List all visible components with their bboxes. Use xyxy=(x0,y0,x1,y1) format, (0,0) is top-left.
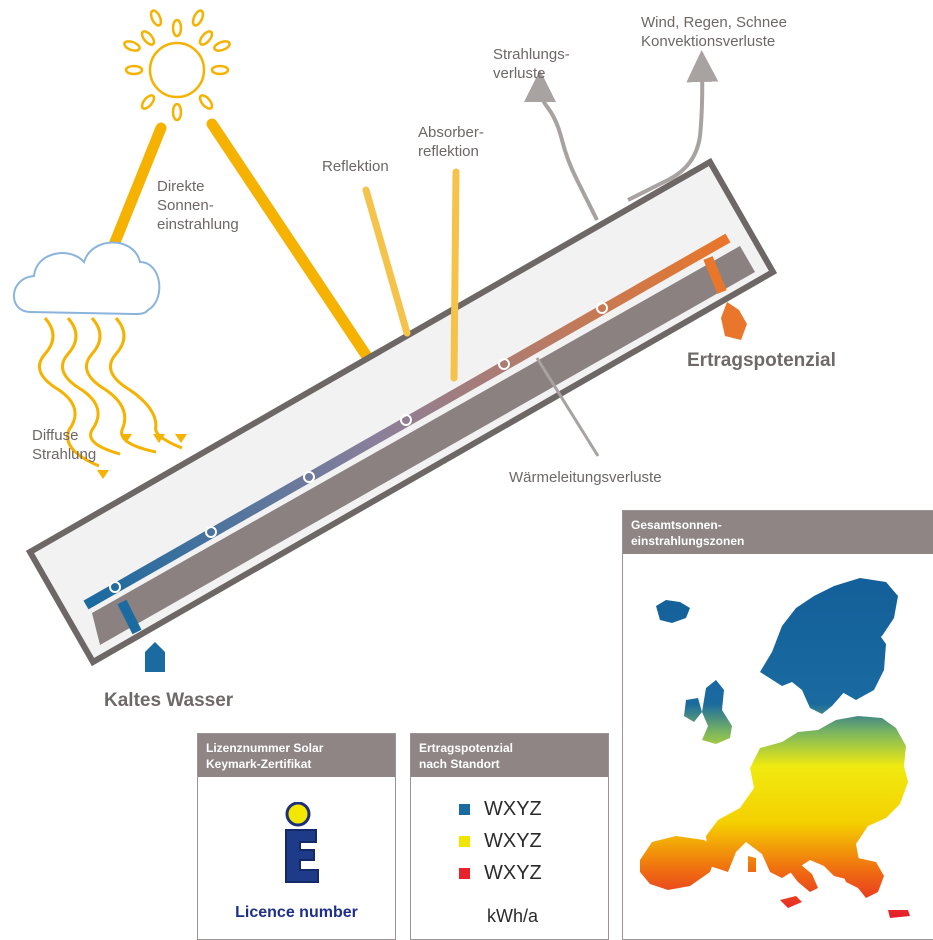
label-diffuse-radiation: Diffuse Strahlung xyxy=(32,427,97,463)
hot-water-arrow xyxy=(721,302,747,340)
label-cold-water: Kaltes Wasser xyxy=(104,690,234,711)
legend-row-red: WXYZ xyxy=(459,862,542,885)
license-panel-title: Lizenznummer Solar Keymark-Zertifikat xyxy=(198,734,395,777)
cold-connector xyxy=(117,599,142,635)
label-yield-potential: Ertragspotenzial xyxy=(687,350,836,371)
hot-connector xyxy=(703,256,727,294)
collector-frame xyxy=(25,157,778,667)
legend-swatch-blue xyxy=(459,804,470,815)
label-heat-conduction-loss: Wärmeleitungsverluste xyxy=(509,469,662,486)
legend-row-yellow: WXYZ xyxy=(459,830,542,853)
cold-water-arrow xyxy=(145,642,165,672)
license-panel: Lizenznummer Solar Keymark-Zertifikat Li… xyxy=(197,733,396,940)
label-wind-convection: Wind, Regen, Schnee Konvektionsverluste xyxy=(641,14,787,50)
direct-sun-rays xyxy=(101,118,398,400)
legend-swatch-red xyxy=(459,868,470,879)
loss-arrows xyxy=(524,50,719,457)
unit-text: kWh/a xyxy=(487,906,539,926)
legend-label-blue: WXYZ xyxy=(484,798,542,820)
pipe-markers xyxy=(109,302,608,593)
keymark-logo-icon xyxy=(285,802,319,883)
absorber-pipe xyxy=(83,233,731,610)
legend-label-yellow: WXYZ xyxy=(484,830,542,852)
cloud-icon xyxy=(13,241,161,316)
legend-label-red: WXYZ xyxy=(484,862,542,884)
label-reflection: Reflektion xyxy=(322,158,389,175)
map-panel: Gesamtsonnen- einstrahlungszonen xyxy=(622,510,933,940)
yield-panel: Ertragspotenzial nach Standort WXYZ WXYZ… xyxy=(410,733,609,940)
sun-icon xyxy=(123,9,231,122)
reflection-rays xyxy=(362,168,460,382)
license-number-text: Licence number xyxy=(235,904,358,921)
europe-map xyxy=(640,578,910,918)
label-direct-radiation: Direkte Sonnen- einstrahlung xyxy=(157,178,239,233)
map-panel-title: Gesamtsonnen- einstrahlungszonen xyxy=(623,511,933,554)
legend-row-blue: WXYZ xyxy=(459,798,542,821)
legend-swatch-yellow xyxy=(459,836,470,847)
label-absorber-reflection: Absorber- reflektion xyxy=(418,124,484,160)
yield-panel-title: Ertragspotenzial nach Standort xyxy=(411,734,608,777)
label-radiation-loss: Strahlungs- verluste xyxy=(493,46,570,82)
